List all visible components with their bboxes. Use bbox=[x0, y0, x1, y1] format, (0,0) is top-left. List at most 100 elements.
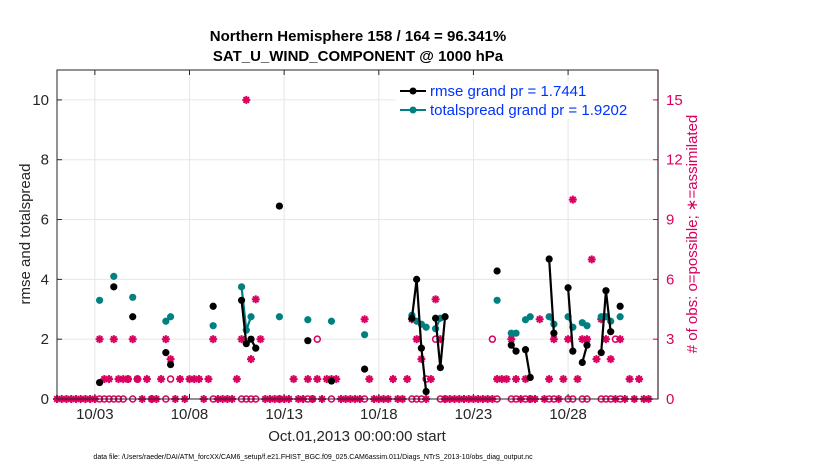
rmse-point bbox=[602, 287, 610, 295]
obs-assimilated-marker bbox=[625, 375, 634, 384]
legend-rmse-label: rmse grand pr = 1.7441 bbox=[430, 83, 586, 100]
obs-assimilated-marker bbox=[412, 335, 421, 344]
spread-point bbox=[327, 317, 336, 325]
x-tick-label: 10/13 bbox=[265, 406, 303, 423]
rmse-point bbox=[129, 313, 137, 321]
spread-point bbox=[512, 329, 520, 337]
spread-point bbox=[526, 313, 534, 321]
legend-rmse-marker bbox=[409, 87, 417, 95]
spread-point bbox=[545, 313, 553, 321]
obs-assimilated-marker bbox=[232, 375, 241, 384]
obs-assimilated-marker bbox=[564, 335, 573, 344]
obs-assimilated-marker bbox=[431, 295, 440, 304]
data-series bbox=[53, 95, 653, 403]
rmse-point bbox=[95, 378, 104, 387]
rmse-point bbox=[545, 255, 553, 263]
spread-point bbox=[360, 331, 369, 339]
obs-assimilated-marker bbox=[606, 355, 615, 364]
spread-point bbox=[422, 323, 430, 331]
obs-assimilated-marker bbox=[237, 335, 246, 344]
obs-assimilated-marker bbox=[142, 375, 151, 384]
y-left-tick-label: 6 bbox=[41, 212, 49, 229]
rmse-point bbox=[521, 346, 530, 354]
spread-point bbox=[166, 313, 175, 321]
spread-point bbox=[162, 317, 170, 325]
rmse-point bbox=[242, 340, 250, 348]
y-right-tick-label: 0 bbox=[666, 391, 674, 408]
spread-point bbox=[129, 293, 137, 301]
obs-assimilated-marker bbox=[247, 355, 256, 364]
rmse-point bbox=[431, 314, 440, 322]
spread-point bbox=[237, 283, 246, 291]
rmse-point bbox=[569, 347, 577, 355]
rmse-point bbox=[493, 267, 501, 275]
legend-box bbox=[396, 81, 651, 119]
legend-spread-marker bbox=[409, 106, 417, 114]
obs-assimilated-marker bbox=[360, 315, 369, 324]
spread-point bbox=[616, 313, 624, 321]
rmse-point bbox=[209, 302, 217, 310]
obs-assimilated-marker bbox=[209, 335, 218, 344]
obs-assimilated-marker bbox=[388, 375, 397, 384]
obs-assimilated-marker bbox=[601, 335, 610, 344]
obs-possible-marker bbox=[488, 335, 497, 343]
obs-assimilated-marker bbox=[545, 375, 554, 384]
obs-assimilated-marker bbox=[592, 355, 601, 364]
obs-assimilated-marker bbox=[256, 335, 265, 344]
obs-assimilated-marker bbox=[109, 335, 118, 344]
x-axis-label: Oct.01,2013 00:00:00 start bbox=[268, 428, 446, 445]
obs-assimilated-marker bbox=[95, 335, 104, 344]
rmse-point bbox=[237, 296, 246, 304]
obs-assimilated-marker bbox=[303, 375, 312, 384]
y-left-tick-label: 0 bbox=[41, 391, 49, 408]
obs-possible-marker bbox=[166, 375, 175, 383]
rmse-point bbox=[360, 365, 369, 373]
rmse-point bbox=[327, 377, 336, 385]
x-tick-label: 10/03 bbox=[76, 406, 114, 423]
chart-title-line2: SAT_U_WIND_COMPONENT @ 1000 hPa bbox=[213, 48, 504, 65]
y-right-axis-label: # of obs: o=possible; ∗=assimilated bbox=[684, 115, 701, 354]
y-right-tick-label: 6 bbox=[666, 271, 674, 288]
obs-possible-marker bbox=[611, 335, 620, 343]
obs-assimilated-marker bbox=[573, 375, 582, 384]
rmse-line-segment bbox=[548, 258, 555, 334]
rmse-point bbox=[607, 328, 615, 336]
rmse-point bbox=[512, 347, 520, 355]
chart-title-line1: Northern Hemisphere 158 / 164 = 96.341% bbox=[210, 28, 506, 45]
obs-assimilated-marker bbox=[365, 375, 374, 384]
footer-data-file: data file: /Users/raeder/DAI/ATM_forcXX/… bbox=[93, 454, 533, 461]
y-left-tick-labels: 0 2 4 6 8 10 bbox=[32, 92, 49, 408]
obs-assimilated-marker bbox=[251, 295, 260, 304]
rmse-line-segment bbox=[524, 349, 532, 378]
rmse-point bbox=[441, 313, 449, 321]
rmse-point bbox=[422, 387, 430, 396]
legend: rmse grand pr = 1.7441 totalspread grand… bbox=[396, 81, 651, 119]
rmse-point bbox=[166, 361, 175, 369]
y-right-tick-labels: 0 3 6 9 12 15 bbox=[666, 92, 683, 408]
rmse-point bbox=[597, 349, 605, 357]
obs-assimilated-marker bbox=[559, 375, 568, 384]
obs-possible-marker bbox=[313, 335, 322, 343]
rmse-point bbox=[436, 363, 444, 372]
rmse-line-segment bbox=[566, 287, 574, 352]
rmse-point bbox=[526, 373, 534, 382]
spread-point bbox=[275, 313, 284, 321]
obs-assimilated-marker bbox=[157, 375, 166, 384]
rmse-point bbox=[417, 344, 425, 352]
spread-point bbox=[493, 296, 501, 304]
rmse-point bbox=[564, 284, 572, 292]
rmse-point bbox=[275, 202, 284, 210]
x-tick-labels: 10/03 10/08 10/13 10/18 10/23 10/28 bbox=[76, 406, 587, 423]
rmse-point bbox=[408, 314, 416, 322]
y-right-tick-label: 12 bbox=[666, 152, 683, 169]
obs-possible-marker bbox=[133, 375, 142, 383]
rmse-point bbox=[550, 329, 558, 337]
rmse-point bbox=[162, 349, 170, 357]
y-left-tick-label: 10 bbox=[32, 92, 49, 109]
spread-point bbox=[583, 322, 591, 330]
obs-assimilated-marker bbox=[242, 95, 251, 104]
plot-frame bbox=[56, 69, 659, 400]
obs-assimilated-marker bbox=[105, 375, 114, 384]
rmse-line-segment bbox=[410, 278, 428, 392]
